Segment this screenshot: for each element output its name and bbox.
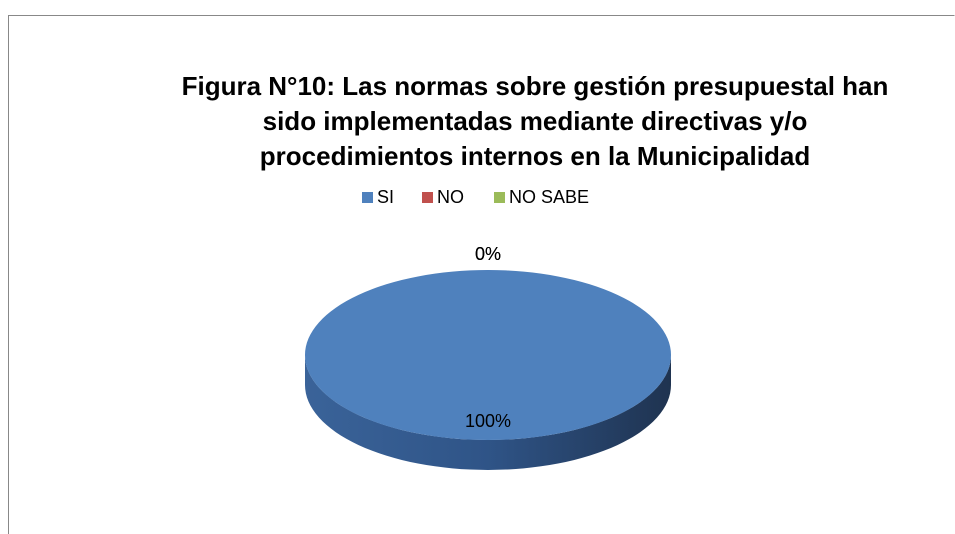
pie-side bbox=[305, 355, 671, 470]
legend-swatch bbox=[362, 192, 373, 203]
legend-label: NO bbox=[437, 187, 464, 207]
chart-title: sido implementadas mediante directivas y… bbox=[263, 106, 808, 136]
chart-title: procedimientos internos en la Municipali… bbox=[260, 141, 810, 171]
legend-label: NO SABE bbox=[509, 187, 589, 207]
legend-swatch bbox=[494, 192, 505, 203]
data-label: 100% bbox=[465, 411, 511, 431]
pie-slice bbox=[304, 269, 671, 441]
chart-title: Figura N°10: Las normas sobre gestión pr… bbox=[182, 71, 889, 101]
legend-swatch bbox=[422, 192, 433, 203]
chart-frame bbox=[8, 15, 955, 534]
data-label: 0% bbox=[475, 244, 501, 264]
data-label: 0% bbox=[475, 244, 501, 264]
legend-label: SI bbox=[377, 187, 394, 207]
